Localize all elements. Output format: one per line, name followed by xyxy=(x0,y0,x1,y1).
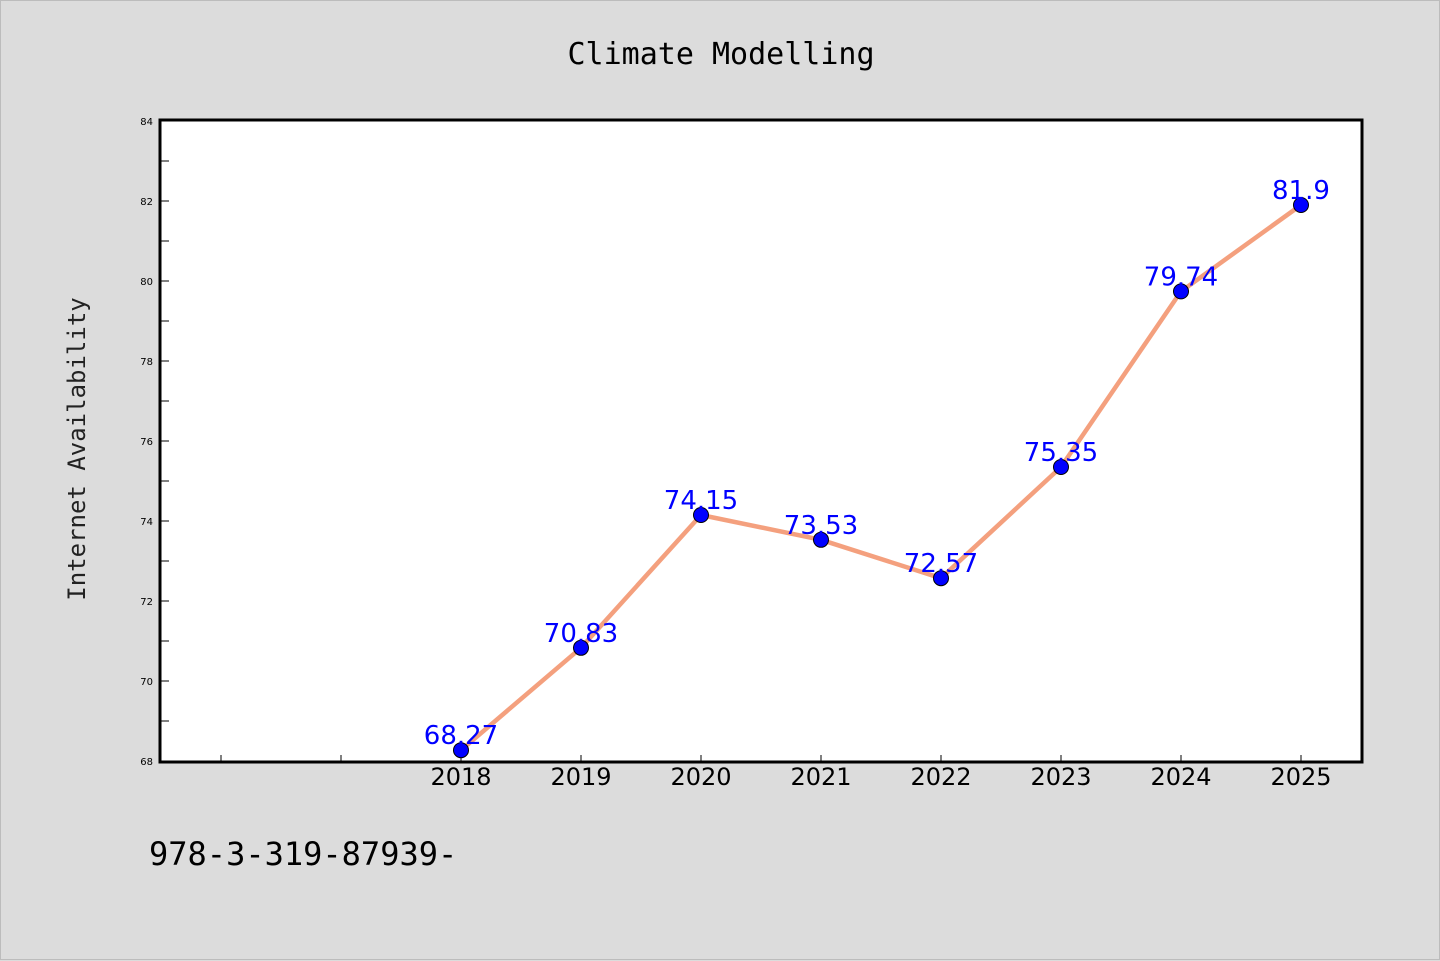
y-axis: 68 70 72 74 76 78 80 82 84 xyxy=(140,117,169,768)
plot-area xyxy=(158,118,1364,764)
footer-code: 978-3-319-87939- xyxy=(149,835,457,873)
data-label: 72.57 xyxy=(904,549,978,579)
data-label: 81.9 xyxy=(1272,176,1330,206)
data-label: 79.74 xyxy=(1144,262,1218,292)
x-tick-label: 2024 xyxy=(1150,763,1211,791)
y-tick-label: 70 xyxy=(140,677,153,688)
data-point xyxy=(1053,459,1069,475)
data-label: 68.27 xyxy=(424,721,498,751)
data-label: 70.83 xyxy=(544,619,618,649)
data-markers xyxy=(453,197,1309,759)
y-tick-label: 82 xyxy=(140,197,153,208)
x-tick-label: 2021 xyxy=(790,763,851,791)
y-tick-label: 78 xyxy=(140,357,153,368)
data-label: 74.15 xyxy=(664,486,738,516)
y-tick-label: 74 xyxy=(140,517,153,528)
y-axis-label: Internet Availability xyxy=(63,297,91,600)
x-tick-label: 2025 xyxy=(1270,763,1331,791)
y-tick-label: 80 xyxy=(140,277,153,288)
x-tick-label: 2018 xyxy=(430,763,491,791)
x-tick-label: 2023 xyxy=(1030,763,1091,791)
data-point xyxy=(1293,197,1309,213)
data-point xyxy=(693,507,709,523)
y-tick-label: 76 xyxy=(140,437,153,448)
x-tick-label: 2022 xyxy=(910,763,971,791)
x-tick-label: 2020 xyxy=(670,763,731,791)
data-point xyxy=(813,531,829,548)
y-tick-label: 84 xyxy=(140,117,153,128)
data-point xyxy=(933,570,949,587)
y-tick-label: 72 xyxy=(140,597,153,608)
series-line xyxy=(459,203,1303,752)
data-labels: 68.27 70.83 74.15 73.53 72.57 75.35 79.74 81.9 xyxy=(424,176,1330,751)
data-point xyxy=(573,639,589,656)
chart-title: Climate Modelling xyxy=(567,37,874,72)
data-label: 73.53 xyxy=(784,511,858,541)
data-point xyxy=(453,742,469,759)
data-label: 75.35 xyxy=(1024,438,1098,468)
y-tick-label: 68 xyxy=(140,757,153,768)
data-point xyxy=(1173,283,1189,300)
x-tick-label: 2019 xyxy=(550,763,611,791)
